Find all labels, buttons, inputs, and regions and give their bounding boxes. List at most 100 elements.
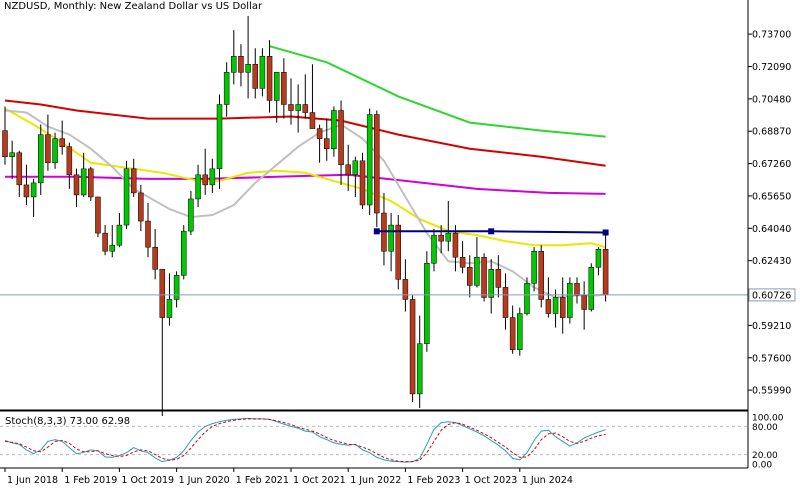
candle bbox=[402, 259, 409, 312]
candle-body-bear bbox=[288, 104, 294, 111]
candle-body-bull bbox=[524, 283, 530, 314]
trendline-handle[interactable] bbox=[488, 228, 495, 235]
candle bbox=[16, 150, 23, 197]
time-tick-label: 1 Feb 2021 bbox=[236, 475, 289, 485]
candle-body-bull bbox=[445, 232, 452, 242]
candle-body-bull bbox=[38, 134, 44, 184]
candle-body-bear bbox=[359, 160, 366, 206]
candle-body-bull bbox=[488, 269, 494, 298]
candle bbox=[145, 202, 151, 258]
candle-body-bear bbox=[309, 112, 316, 129]
candle bbox=[295, 84, 301, 133]
candle-body-bull bbox=[9, 152, 15, 157]
candle bbox=[488, 259, 494, 314]
candle bbox=[109, 225, 115, 258]
candle bbox=[409, 295, 416, 402]
stoch-main-line bbox=[4, 417, 606, 463]
candle-body-bull bbox=[231, 55, 237, 73]
candle-body-bull bbox=[331, 110, 337, 149]
candle-body-bull bbox=[595, 248, 602, 268]
candle bbox=[52, 132, 58, 169]
candle-body-bull bbox=[223, 72, 230, 105]
candle bbox=[395, 215, 401, 290]
candle-body-bull bbox=[517, 313, 523, 350]
candle bbox=[531, 247, 537, 292]
candle-body-bear bbox=[152, 246, 158, 270]
trendline-handle[interactable] bbox=[373, 228, 380, 235]
candle bbox=[152, 229, 158, 280]
price-tick-label: 0.73700 bbox=[752, 30, 791, 41]
candle-body-bear bbox=[374, 114, 380, 214]
candle-body-bull bbox=[166, 299, 173, 318]
candle bbox=[359, 152, 366, 210]
candle-body-bear bbox=[495, 269, 502, 288]
candle bbox=[467, 255, 473, 298]
moving-average-green bbox=[269, 45, 606, 138]
candle-body-bear bbox=[409, 299, 416, 395]
candle-body-bear bbox=[95, 196, 101, 234]
candle bbox=[252, 48, 258, 99]
candle-body-bear bbox=[481, 257, 487, 298]
candle-body-bear bbox=[73, 174, 80, 196]
candle bbox=[9, 140, 15, 179]
time-tick-label: 1 Jun 2018 bbox=[7, 475, 58, 485]
candle-body-bull bbox=[109, 244, 115, 252]
candle bbox=[524, 277, 530, 316]
stoch-tick-label: 20.00 bbox=[752, 451, 778, 461]
candle bbox=[173, 271, 180, 308]
candle-body-bear bbox=[302, 104, 309, 113]
stoch-tick-label: 100.00 bbox=[752, 414, 784, 424]
candle bbox=[2, 106, 8, 165]
candle-body-bear bbox=[602, 248, 609, 296]
candle bbox=[209, 158, 216, 193]
trendline-handle[interactable] bbox=[602, 229, 609, 236]
candle bbox=[138, 184, 144, 232]
candle-body-bear bbox=[402, 279, 409, 300]
price-tick-label: 0.57600 bbox=[752, 353, 791, 364]
candle bbox=[116, 213, 123, 248]
candle-body-bear bbox=[16, 152, 23, 186]
candle-body-bear bbox=[252, 64, 258, 89]
candle-body-bear bbox=[559, 297, 566, 318]
candle-body-bull bbox=[352, 160, 359, 176]
candle-body-bull bbox=[123, 168, 130, 226]
price-tick-label: 0.70480 bbox=[752, 94, 791, 105]
candle bbox=[45, 114, 51, 171]
candle-body-bear bbox=[281, 72, 287, 105]
candle bbox=[259, 48, 266, 97]
candle-body-bear bbox=[45, 134, 51, 164]
candle bbox=[431, 229, 437, 272]
candle-body-bear bbox=[338, 110, 344, 166]
candle bbox=[538, 245, 544, 308]
candle bbox=[352, 156, 359, 197]
candle bbox=[30, 178, 37, 218]
candle bbox=[517, 307, 523, 356]
candle bbox=[345, 144, 351, 191]
candle bbox=[281, 58, 287, 119]
candle-body-bull bbox=[259, 55, 266, 89]
candle bbox=[288, 78, 294, 125]
candle-body-bear bbox=[202, 174, 208, 186]
candle bbox=[266, 40, 273, 113]
candle bbox=[416, 315, 423, 409]
candle bbox=[574, 277, 580, 304]
candle-body-bull bbox=[474, 257, 480, 286]
candle bbox=[316, 124, 323, 163]
candle-body-bull bbox=[416, 343, 423, 395]
candle bbox=[238, 44, 244, 87]
candle-body-bull bbox=[273, 72, 280, 101]
candle-body-bull bbox=[388, 224, 394, 252]
candle-body-bull bbox=[80, 168, 87, 196]
time-tick-label: 1 Feb 2023 bbox=[407, 475, 460, 485]
candle-body-bull bbox=[30, 182, 37, 198]
candle-body-bear bbox=[538, 250, 544, 300]
stoch-title: Stoch(8,3,3) 73.00 62.98 bbox=[5, 416, 130, 427]
candle bbox=[452, 225, 459, 272]
candle bbox=[438, 225, 444, 254]
candle bbox=[130, 158, 137, 197]
time-tick-label: 1 Jun 2024 bbox=[522, 475, 573, 485]
candle bbox=[324, 118, 330, 161]
candle-body-bear bbox=[145, 220, 151, 248]
